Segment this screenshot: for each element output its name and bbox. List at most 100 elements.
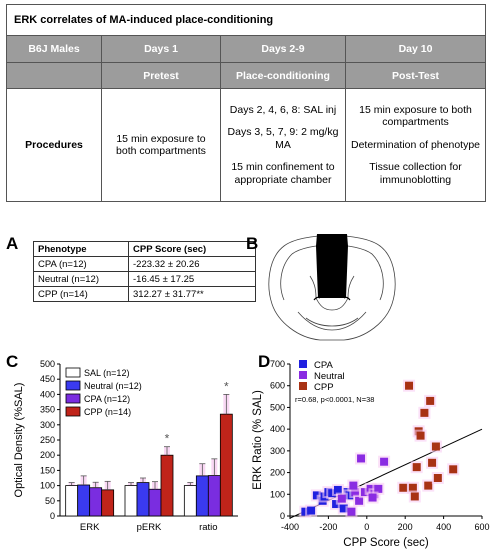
y-tick-label: 0	[50, 511, 55, 521]
bar	[219, 413, 233, 517]
data-point	[334, 485, 342, 494]
data-point	[408, 483, 417, 492]
y-tick-label: 700	[270, 359, 285, 369]
data-point	[412, 463, 421, 472]
day10-text-phenotype: Determination of phenotype	[351, 138, 480, 151]
bar	[160, 454, 174, 517]
data-point	[355, 496, 364, 505]
data-point	[424, 481, 433, 490]
dissection-region	[316, 234, 348, 298]
y-tick-label: 400	[270, 424, 285, 434]
day10-text-tissue: Tissue collection for immunoblotting	[369, 161, 462, 186]
legend-swatch	[65, 380, 81, 391]
y-tick-label: 500	[270, 402, 285, 412]
phenotype-cell: CPA (n=12)	[33, 256, 129, 272]
legend-swatch	[65, 367, 81, 378]
x-tick-label: -200	[319, 522, 337, 532]
x-tick-label: pERK	[137, 522, 162, 533]
score-cell: -223.32 ± 20.26	[128, 256, 256, 272]
y-tick-label: 300	[270, 446, 285, 456]
day1-text: 15 min exposure to both compartments	[116, 132, 206, 158]
data-point	[351, 488, 360, 497]
table-row: CPA (n=12) -223.32 ± 20.26	[33, 256, 256, 272]
legend-swatch	[299, 371, 307, 379]
y-tick-label: 350	[40, 405, 55, 415]
bar	[77, 484, 91, 517]
days29-text-ma: Days 3, 5, 7, 9: 2 mg/kg MA	[227, 126, 339, 151]
data-point	[410, 492, 419, 501]
data-point	[431, 442, 440, 451]
significance-star: *	[165, 432, 170, 446]
legend-swatch	[299, 382, 307, 390]
y-tick-label: 250	[40, 435, 55, 445]
phenotype-cell: Neutral (n=12)	[33, 271, 129, 287]
data-point	[339, 504, 348, 513]
days29-text-sal: Days 2, 4, 6, 8: SAL inj	[229, 103, 337, 116]
data-point	[405, 381, 414, 390]
significance-star: *	[224, 379, 229, 393]
y-tick-label: 450	[40, 374, 55, 384]
panel-a-letter: A	[6, 234, 19, 253]
erk-cpp-scatter-plot: 0 100 200 300 400 500 600 700 -400 -200 0 200 400 600…	[252, 359, 490, 549]
subheader-empty	[6, 62, 102, 89]
brain-inner-contour	[315, 297, 349, 311]
anterior-commissure-mark	[313, 296, 351, 301]
legend-swatch	[65, 406, 81, 417]
brain-outline	[268, 235, 396, 341]
header-day1: Days 1	[101, 35, 221, 63]
cpp-score-header: CPP Score (sec)	[128, 241, 256, 257]
bar	[195, 475, 209, 517]
table-row: CPP (n=14) 312.27 ± 31.77**	[33, 286, 256, 302]
legend-label: Neutral	[314, 371, 345, 382]
x-tick-label: ERK	[80, 522, 100, 533]
data-point	[337, 494, 346, 503]
legend-label: CPA (n=12)	[84, 394, 130, 404]
score-cell: -16.45 ± 17.25	[128, 271, 256, 287]
days29-text-confinement: 15 min confinement to appropriate chambe…	[231, 161, 335, 186]
bar	[183, 485, 197, 517]
x-tick-label: 200	[398, 522, 413, 532]
data-point	[307, 506, 316, 515]
subheader-posttest: Post-Test	[345, 62, 486, 89]
table-row: Neutral (n=12) -16.45 ± 17.25	[33, 271, 256, 287]
subheader-conditioning: Place-conditioning	[220, 62, 346, 89]
y-tick-label: 400	[40, 389, 55, 399]
legend-swatch	[65, 393, 81, 404]
design-title: ERK correlates of MA-induced place-condi…	[6, 4, 486, 36]
y-tick-label: 150	[40, 465, 55, 475]
bar	[101, 489, 115, 517]
day1-procedure: 15 min exposure to both compartments	[101, 88, 221, 202]
bar	[207, 475, 221, 517]
data-point	[380, 457, 389, 466]
x-tick-label: 600	[474, 522, 489, 532]
brain-inner-contour	[305, 317, 359, 327]
brain-section-diagram	[268, 234, 396, 341]
data-point	[374, 484, 383, 493]
x-tick-label: -400	[281, 522, 299, 532]
bar	[136, 482, 150, 517]
legend-label: CPP	[314, 382, 334, 393]
legend-label: CPA	[314, 360, 333, 371]
data-point	[449, 465, 458, 474]
y-tick-label: 100	[40, 481, 55, 491]
day10-procedure: 15 min exposure to both compartments Det…	[345, 88, 486, 202]
y-axis-label: Optical Density (%SAL)	[13, 383, 25, 498]
panel-d-letter: D	[258, 352, 271, 371]
y-tick-label: 500	[40, 359, 55, 369]
bar	[65, 485, 79, 517]
panel-b-letter: B	[246, 234, 259, 253]
subheader-pretest: Pretest	[101, 62, 221, 89]
bar	[124, 485, 138, 517]
legend-swatch	[299, 360, 307, 368]
data-point	[420, 408, 429, 417]
data-point	[416, 431, 425, 440]
score-cell: 312.27 ± 31.77**	[128, 286, 256, 302]
y-tick-label: 100	[270, 489, 285, 499]
x-tick-label: 400	[436, 522, 451, 532]
y-tick-label: 0	[280, 511, 285, 521]
brain-inner-contour	[280, 253, 293, 301]
x-tick-label: ratio	[199, 522, 217, 533]
panel-c-letter: C	[6, 352, 19, 371]
legend-label: Neutral (n=12)	[84, 381, 142, 391]
header-group: B6J Males	[6, 35, 102, 63]
